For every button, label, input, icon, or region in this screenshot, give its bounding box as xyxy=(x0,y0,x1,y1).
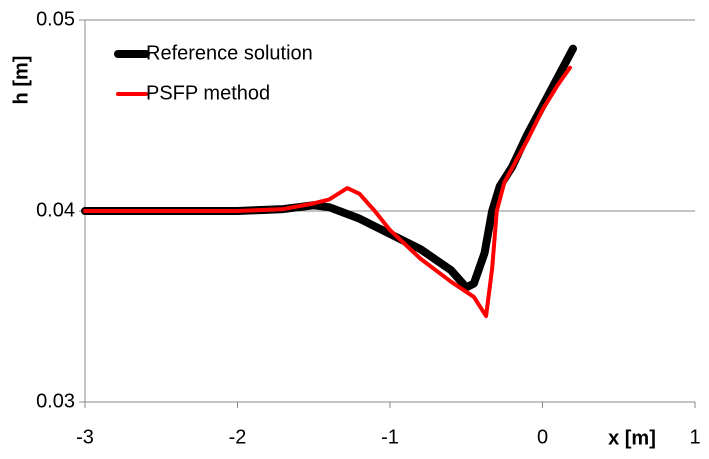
legend-label: PSFP method xyxy=(146,82,270,104)
y-axis-label: h [m] xyxy=(10,56,32,105)
y-tick-label: 0.04 xyxy=(36,199,75,221)
series-line xyxy=(83,65,572,319)
x-tick-label: -3 xyxy=(76,426,94,448)
x-tick-label: -1 xyxy=(381,426,399,448)
x-axis-label: x [m] xyxy=(608,427,656,449)
legend-label: Reference solution xyxy=(146,42,313,64)
y-tick-label: 0.05 xyxy=(36,8,75,30)
y-tick-label: 0.03 xyxy=(36,390,75,412)
x-tick-label: 1 xyxy=(689,426,700,448)
x-tick-label: 0 xyxy=(537,426,548,448)
x-tick-label: -2 xyxy=(229,426,247,448)
